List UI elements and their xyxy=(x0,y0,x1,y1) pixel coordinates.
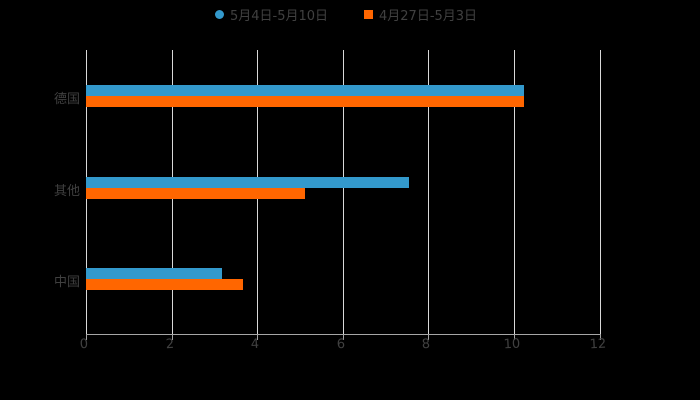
x-tick xyxy=(172,335,173,340)
x-tick xyxy=(86,335,87,340)
y-category-label: 中国 xyxy=(53,275,80,290)
legend-label: 5月4日-5月10日 xyxy=(230,8,329,24)
bar-china-series-1[interactable] xyxy=(86,268,222,279)
circle-marker-icon xyxy=(215,9,224,19)
bar-other-series-2[interactable] xyxy=(86,188,305,199)
x-tick-label: 8 xyxy=(421,336,431,353)
x-tick-label: 10 xyxy=(503,336,521,353)
gridline xyxy=(343,50,344,335)
bar-other-series-1[interactable] xyxy=(86,177,409,188)
x-tick-label: 12 xyxy=(589,336,607,353)
x-tick xyxy=(343,335,344,340)
y-category-label: 其他 xyxy=(53,184,80,199)
gridline xyxy=(514,50,515,335)
x-tick xyxy=(257,335,258,340)
bar-germany-series-2[interactable] xyxy=(86,96,524,107)
chart-legend: 5月4日-5月10日 4月27日-5月3日 xyxy=(0,4,700,24)
legend-item-series-1[interactable]: 5月4日-5月10日 xyxy=(215,4,328,24)
legend-label: 4月27日-5月3日 xyxy=(379,8,478,24)
bar-china-series-2[interactable] xyxy=(86,279,243,290)
x-tick-label: 0 xyxy=(79,336,89,353)
legend-item-series-2[interactable]: 4月27日-5月3日 xyxy=(364,4,477,24)
x-tick xyxy=(514,335,515,340)
bar-germany-series-1[interactable] xyxy=(86,85,524,96)
gridline xyxy=(428,50,429,335)
x-tick-label: 2 xyxy=(165,336,175,353)
x-tick xyxy=(600,335,601,340)
x-axis-line xyxy=(86,334,601,335)
x-tick-label: 4 xyxy=(250,336,260,353)
gridline xyxy=(600,50,601,335)
y-category-label: 德国 xyxy=(53,92,80,107)
x-tick xyxy=(428,335,429,340)
square-marker-icon xyxy=(364,9,373,19)
x-tick-label: 6 xyxy=(336,336,346,353)
